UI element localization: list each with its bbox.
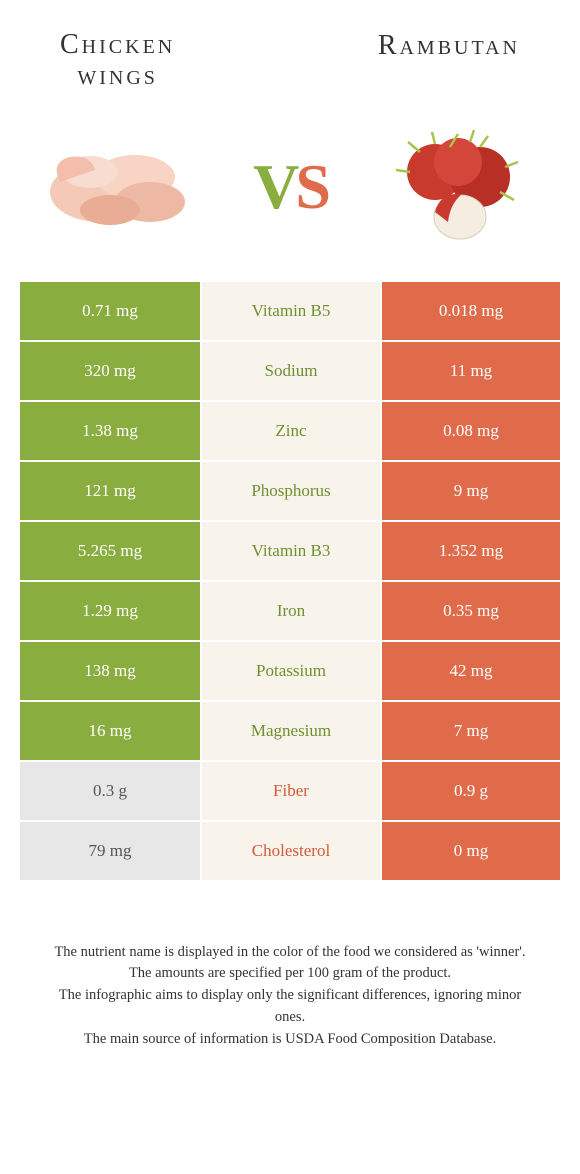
left-value: 5.265 mg	[20, 522, 200, 580]
right-value: 0.9 g	[380, 762, 560, 820]
right-value: 0.08 mg	[380, 402, 560, 460]
table-row: 0.3 gFiber0.9 g	[20, 762, 560, 822]
rambutan-image	[380, 122, 540, 252]
title-left-line2: wings	[60, 61, 175, 92]
right-value: 11 mg	[380, 342, 560, 400]
comparison-table: 0.71 mgVitamin B50.018 mg320 mgSodium11 …	[20, 282, 560, 882]
nutrient-name: Sodium	[200, 342, 380, 400]
nutrient-name: Iron	[200, 582, 380, 640]
nutrient-name: Vitamin B5	[200, 282, 380, 340]
vs-v: V	[253, 151, 295, 222]
table-row: 138 mgPotassium42 mg	[20, 642, 560, 702]
table-row: 5.265 mgVitamin B31.352 mg	[20, 522, 560, 582]
nutrient-name: Magnesium	[200, 702, 380, 760]
left-value: 138 mg	[20, 642, 200, 700]
table-row: 121 mgPhosphorus9 mg	[20, 462, 560, 522]
right-value: 7 mg	[380, 702, 560, 760]
nutrient-name: Vitamin B3	[200, 522, 380, 580]
table-row: 1.29 mgIron0.35 mg	[20, 582, 560, 642]
nutrient-name: Zinc	[200, 402, 380, 460]
nutrient-name: Potassium	[200, 642, 380, 700]
table-row: 1.38 mgZinc0.08 mg	[20, 402, 560, 462]
left-value: 1.29 mg	[20, 582, 200, 640]
footer-notes: The nutrient name is displayed in the co…	[0, 882, 580, 1051]
title-left-line1: Chicken	[60, 30, 175, 61]
footer-line4: The main source of information is USDA F…	[50, 1029, 530, 1051]
images-row: VS	[0, 102, 580, 282]
chicken-wings-image	[40, 122, 200, 252]
footer-line2: The amounts are specified per 100 gram o…	[50, 963, 530, 985]
vs-label: VS	[253, 150, 327, 224]
right-value: 0.35 mg	[380, 582, 560, 640]
nutrient-name: Cholesterol	[200, 822, 380, 880]
left-value: 16 mg	[20, 702, 200, 760]
nutrient-name: Phosphorus	[200, 462, 380, 520]
left-value: 0.71 mg	[20, 282, 200, 340]
nutrient-name: Fiber	[200, 762, 380, 820]
right-value: 0 mg	[380, 822, 560, 880]
left-value: 0.3 g	[20, 762, 200, 820]
header: Chicken wings Rambutan	[0, 0, 580, 102]
table-row: 0.71 mgVitamin B50.018 mg	[20, 282, 560, 342]
left-value: 320 mg	[20, 342, 200, 400]
table-row: 79 mgCholesterol0 mg	[20, 822, 560, 882]
table-row: 16 mgMagnesium7 mg	[20, 702, 560, 762]
right-value: 0.018 mg	[380, 282, 560, 340]
right-value: 1.352 mg	[380, 522, 560, 580]
right-value: 9 mg	[380, 462, 560, 520]
title-left: Chicken wings	[60, 30, 175, 92]
title-right: Rambutan	[378, 30, 520, 62]
table-row: 320 mgSodium11 mg	[20, 342, 560, 402]
left-value: 79 mg	[20, 822, 200, 880]
left-value: 1.38 mg	[20, 402, 200, 460]
vs-s: S	[295, 151, 327, 222]
footer-line3: The infographic aims to display only the…	[50, 985, 530, 1029]
left-value: 121 mg	[20, 462, 200, 520]
footer-line1: The nutrient name is displayed in the co…	[50, 942, 530, 964]
right-value: 42 mg	[380, 642, 560, 700]
